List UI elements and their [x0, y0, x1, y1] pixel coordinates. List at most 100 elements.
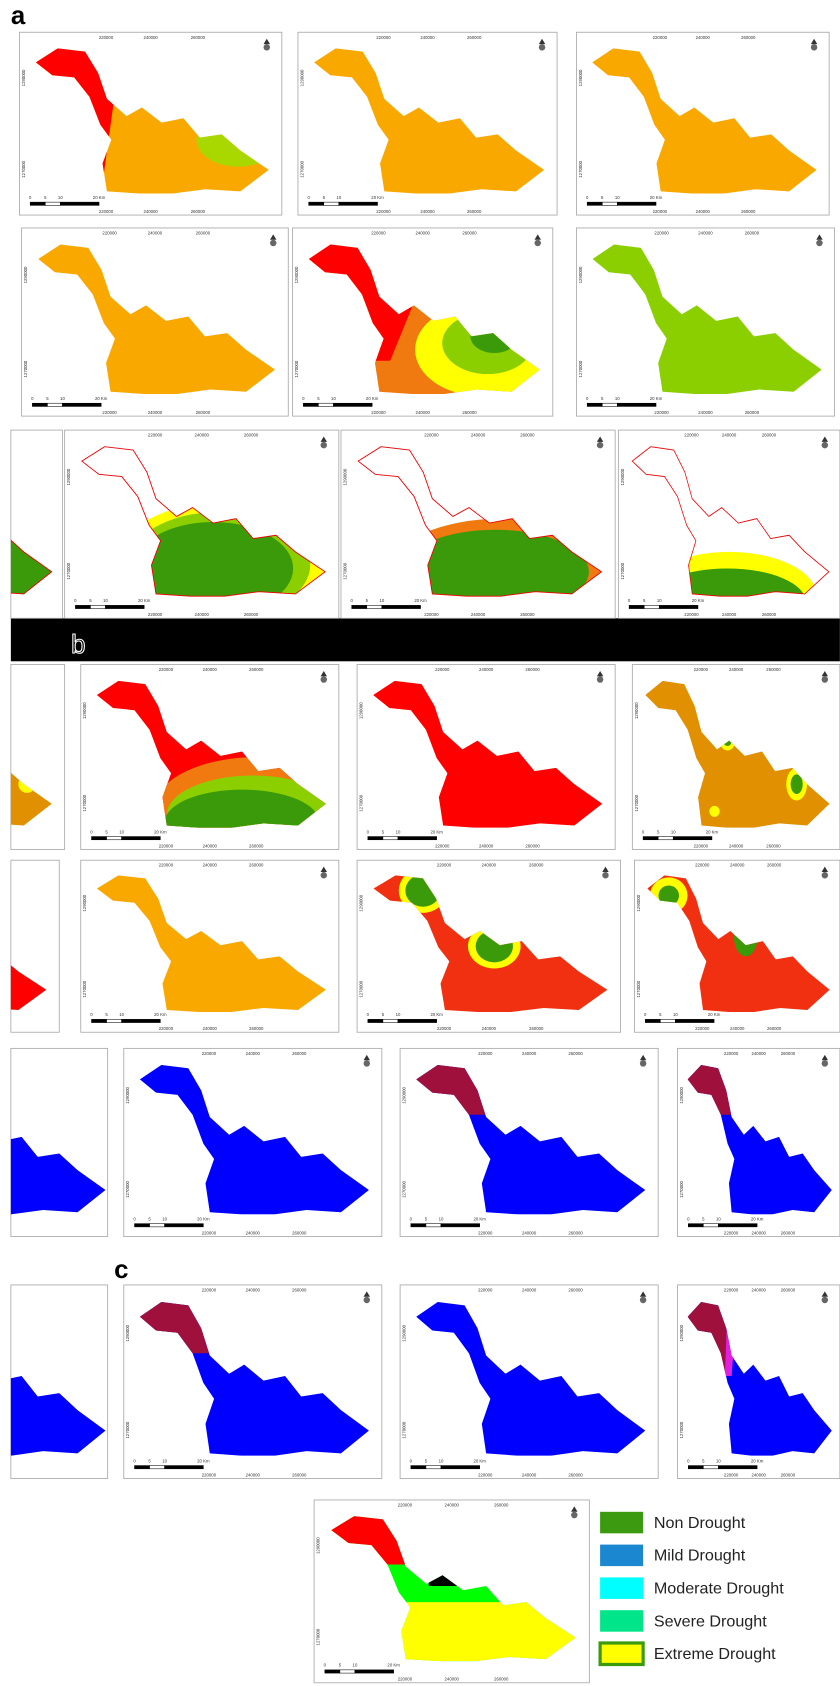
coord-label: 240000	[482, 1026, 497, 1031]
coord-label: 260000	[520, 433, 535, 438]
coord-label: 220000	[424, 433, 439, 438]
coord-label: 1290000	[125, 1324, 130, 1341]
scale-label: 10	[331, 396, 336, 401]
coord-label: 1290000	[359, 894, 364, 911]
coord-label: 1270000	[679, 1421, 684, 1438]
artifact-band	[11, 618, 840, 661]
coord-label: 1270000	[342, 562, 347, 579]
panel-label: b	[71, 631, 85, 659]
scale-label: 20 Km	[650, 195, 663, 200]
coord-label: 1290000	[636, 894, 641, 911]
scale-bar	[150, 1224, 165, 1227]
coord-label: 240000	[195, 433, 210, 438]
coord-label: 220000	[694, 667, 709, 672]
coord-label: 260000	[525, 667, 540, 672]
scale-label: 20 Km	[650, 396, 663, 401]
coord-label: 240000	[203, 667, 218, 672]
coord-label: 1290000	[299, 69, 304, 86]
scale-bar	[165, 1224, 204, 1227]
scale-bar	[309, 202, 324, 205]
scale-bar	[441, 1224, 480, 1227]
map-panel: 2200002200002400002400002600002600001290…	[341, 430, 615, 618]
coord-label: 260000	[781, 1472, 796, 1477]
coord-label: 220000	[724, 1230, 739, 1235]
coord-label: 240000	[696, 209, 711, 214]
coord-label: 260000	[494, 1502, 509, 1507]
coord-label: 260000	[741, 209, 756, 214]
coord-label: 260000	[568, 1051, 583, 1056]
map-panel: 2200002200002400002400002600002600001290…	[124, 1048, 382, 1236]
scale-bar	[688, 1224, 703, 1227]
scale-bar	[90, 605, 105, 608]
scale-label: 10	[671, 829, 676, 834]
north-arrow	[822, 676, 828, 682]
coord-label: 1290000	[359, 702, 364, 719]
coord-label: 1290000	[578, 69, 583, 86]
scale-bar	[643, 837, 658, 840]
legend-swatch	[600, 1512, 643, 1534]
map-panel: 2200002200002400002400002600002600001290…	[65, 430, 339, 624]
scale-label: 10	[162, 1216, 167, 1221]
scale-label: 20 Km	[154, 829, 167, 834]
coord-label: 260000	[762, 433, 777, 438]
coord-label: 240000	[416, 410, 431, 415]
scale-label: 20 Km	[387, 1663, 400, 1668]
scale-bar	[617, 403, 656, 406]
coord-label: 240000	[730, 863, 745, 868]
coord-label: 1290000	[316, 1537, 321, 1554]
legend-swatch	[600, 1545, 643, 1567]
coord-label: 220000	[724, 1287, 739, 1292]
coord-label: 220000	[159, 863, 174, 868]
map-panel: 2200002200002400002400002600002600001290…	[618, 430, 840, 640]
scale-bar	[426, 1466, 441, 1469]
coord-label: 240000	[698, 230, 713, 235]
map-panel: 2200002200002400002400002600002600001290…	[298, 32, 557, 215]
coord-label: 240000	[246, 1287, 261, 1292]
map-panel: 2200002200002400002400002600002600001290…	[632, 665, 840, 850]
scale-bar	[398, 1019, 437, 1022]
coord-label: 240000	[148, 410, 163, 415]
coord-label: 1290000	[679, 1086, 684, 1103]
scale-label: 20 Km	[706, 829, 719, 834]
north-arrow	[321, 442, 327, 448]
map-panel: 2200002200002400002400002600002600001290…	[357, 860, 620, 1032]
coord-label: 220000	[398, 1677, 413, 1682]
map-panel: 2200002200002400002400002600002600001290…	[19, 32, 281, 215]
coord-label: 220000	[684, 433, 699, 438]
scale-bar	[367, 605, 382, 608]
scale-bar	[135, 1224, 150, 1227]
scale-label: 20 Km	[154, 1012, 167, 1017]
coord-label: 1290000	[402, 1324, 407, 1341]
map-panel: 2200002200002400002400002600002600001290…	[400, 1048, 658, 1236]
north-arrow	[364, 1060, 370, 1066]
scale-bar	[602, 403, 617, 406]
coord-label: 220000	[724, 1472, 739, 1477]
coord-label: 1270000	[634, 794, 639, 811]
scale-label: 10	[716, 1216, 721, 1221]
zone	[709, 806, 719, 817]
scale-bar	[324, 202, 339, 205]
scale-bar	[122, 837, 161, 840]
legend-swatch	[600, 1610, 643, 1632]
coord-label: 240000	[148, 230, 163, 235]
scale-bar	[411, 1224, 426, 1227]
coord-label: 220000	[437, 1026, 452, 1031]
scale-bar	[718, 1466, 757, 1469]
scale-label: 10	[673, 1012, 678, 1017]
scale-bar	[718, 1224, 757, 1227]
scale-label: 10	[379, 598, 384, 603]
scale-label: 20 Km	[366, 396, 379, 401]
coord-label: 220000	[653, 209, 668, 214]
coord-label: 260000	[196, 230, 211, 235]
coord-label: 220000	[159, 1026, 174, 1031]
north-arrow	[822, 872, 828, 878]
coord-label: 240000	[246, 1472, 261, 1477]
coord-label: 1290000	[294, 266, 299, 283]
coord-label: 260000	[741, 35, 756, 40]
scale-bar	[122, 1019, 161, 1022]
map-panel: 2200002200002400002400002600002600001290…	[22, 228, 289, 416]
coord-label: 260000	[529, 863, 544, 868]
coord-label: 1290000	[679, 1324, 684, 1341]
coord-label: 220000	[102, 230, 117, 235]
north-arrow	[597, 676, 603, 682]
